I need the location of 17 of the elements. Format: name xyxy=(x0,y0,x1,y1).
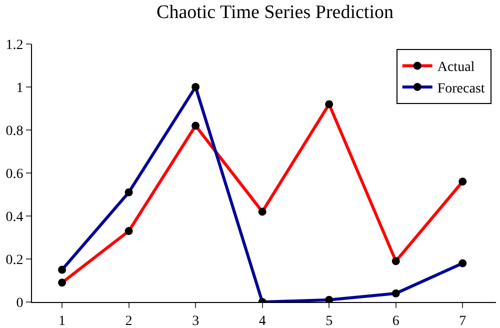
y-tick-label: 0.8 xyxy=(6,124,24,139)
y-tick-label: 0.6 xyxy=(6,166,24,182)
y-tick-label: 1 xyxy=(16,80,24,96)
x-tick-label: 7 xyxy=(459,314,466,328)
x-tick-label: 1 xyxy=(58,314,66,328)
y-tick-label: 0 xyxy=(16,296,24,311)
x-tick-label: 2 xyxy=(125,314,132,328)
y-tick-label: 0.2 xyxy=(6,252,24,268)
y-tick-label: 0.4 xyxy=(6,210,24,225)
legend-label: Forecast xyxy=(437,81,485,96)
x-tick-label: 4 xyxy=(258,314,266,328)
x-tick-label: 5 xyxy=(326,314,333,328)
x-tick-label: 6 xyxy=(392,314,400,328)
x-tick-label: 3 xyxy=(192,314,200,328)
y-tick-label: 1.2 xyxy=(6,38,24,53)
legend-label: Actual xyxy=(437,60,475,76)
chart-title: Chaotic Time Series Prediction xyxy=(156,2,394,24)
